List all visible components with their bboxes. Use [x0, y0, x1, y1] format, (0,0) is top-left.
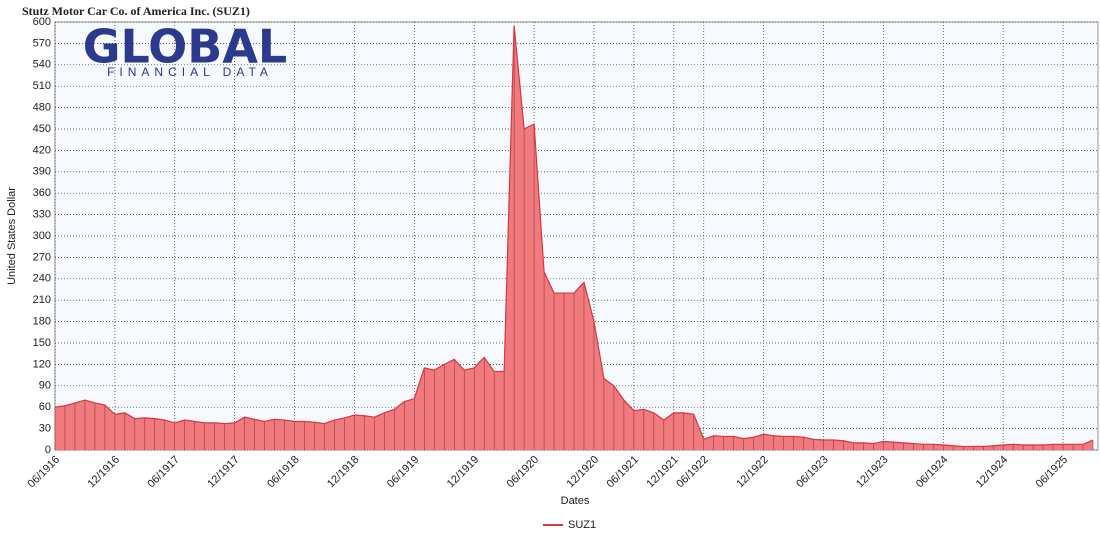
x-tick-label: 06/1925 — [1034, 454, 1071, 491]
x-tick-label: 12/1921 — [644, 454, 681, 491]
x-tick-label: 06/1924 — [914, 454, 951, 491]
x-tick-label: 06/1916 — [26, 454, 63, 491]
x-tick-label: 12/1920 — [565, 454, 602, 491]
y-tick-label: 390 — [33, 166, 51, 178]
x-tick-label: 12/1919 — [445, 454, 482, 491]
x-tick-label: 12/1917 — [205, 454, 242, 491]
x-tick-label: 12/1922 — [734, 454, 771, 491]
x-tick-label: 06/1921 — [604, 454, 641, 491]
y-tick-label: 450 — [33, 123, 51, 135]
x-tick-label: 06/1923 — [794, 454, 831, 491]
y-tick-label: 150 — [33, 337, 51, 349]
y-tick-label: 30 — [39, 423, 51, 435]
y-tick-label: 270 — [33, 251, 51, 263]
y-tick-label: 0 — [45, 444, 51, 456]
line — [54, 25, 1094, 448]
x-tick-label: 12/1918 — [325, 454, 362, 491]
y-tick-label: 210 — [33, 294, 51, 306]
x-tick-label: 12/1916 — [85, 454, 122, 491]
y-tick-label: 330 — [33, 209, 51, 221]
x-tick-label: 12/1924 — [974, 454, 1011, 491]
y-tick-label: 300 — [33, 230, 51, 242]
chart-title: Stutz Motor Car Co. of America Inc. (SUZ… — [22, 4, 250, 18]
y-tick-label: 240 — [33, 273, 51, 285]
y-tick-label: 480 — [33, 102, 51, 114]
y-tick-label: 510 — [33, 80, 51, 92]
y-tick-label: 600 — [33, 16, 51, 28]
y-tick-label: 420 — [33, 144, 51, 156]
x-tick-label: 06/1917 — [145, 454, 182, 491]
y-tick-label: 570 — [33, 37, 51, 49]
x-tick-label: 06/1920 — [505, 454, 542, 491]
y-tick-label: 540 — [33, 59, 51, 71]
x-tick-label: 12/1923 — [854, 454, 891, 491]
y-tick-label: 120 — [33, 358, 51, 370]
x-tick-label: 06/1919 — [385, 454, 422, 491]
x-tick-label: 06/1918 — [265, 454, 302, 491]
y-tick-label: 90 — [39, 380, 51, 392]
legend-label[interactable]: SUZ1 — [568, 519, 596, 531]
y-tick-label: 360 — [33, 187, 51, 199]
x-axis-label: Dates — [561, 495, 590, 507]
x-tick-label: 06/1922 — [674, 454, 711, 491]
y-tick-label: 180 — [33, 316, 51, 328]
y-tick-label: 60 — [39, 401, 51, 413]
logo-subtitle: FINANCIAL DATA — [107, 65, 273, 79]
y-axis-label: United States Dollar — [6, 187, 18, 285]
